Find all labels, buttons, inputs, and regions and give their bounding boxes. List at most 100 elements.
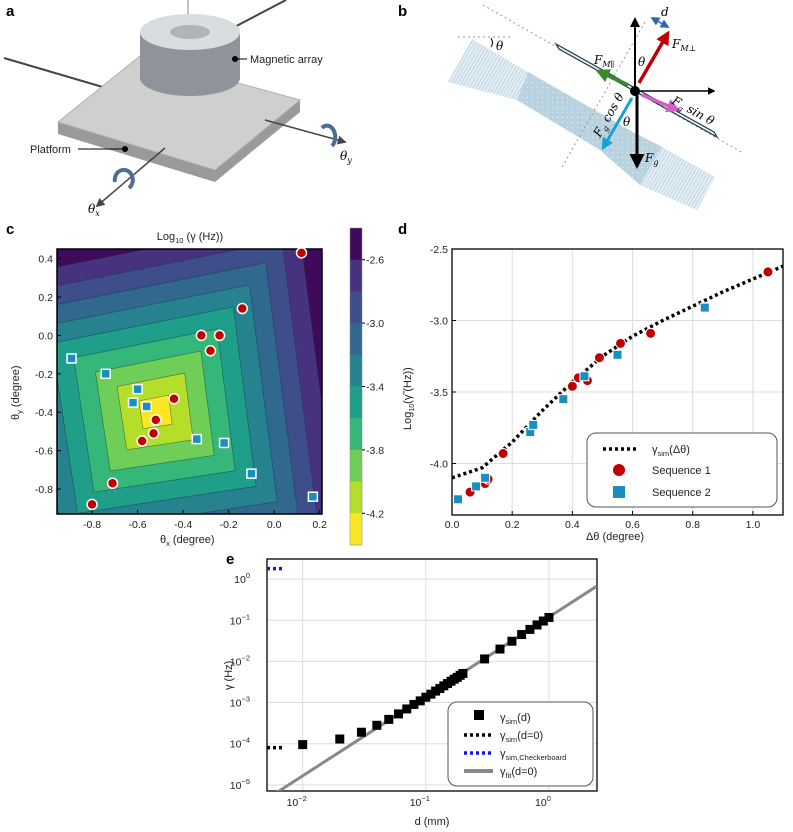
gamma-sim-point [421,692,431,702]
x-tick-label: -0.4 [174,519,192,531]
theta-y-rotation-icon [320,123,338,148]
magnetic-array-label: Magnetic array [250,54,323,66]
legend-label-gamma-fit: γfit(d=0) [500,766,537,780]
legend-label-gamma-fit-rest: (d=0) [511,766,537,778]
tick-base: 10 [230,615,242,627]
y-tick-label: -0.8 [35,484,53,496]
sequence1-point [204,345,217,357]
gamma-sim-point [402,704,412,714]
tick-base: 10 [287,797,299,809]
x-tick-label: 0.2 [312,519,327,531]
x-tick-label: 0.0 [445,519,460,531]
gamma-sim-point [356,727,366,737]
gamma-sim-point [538,616,548,626]
colorbar-band [350,228,362,261]
tick-exponent: −3 [241,695,250,704]
legend: γsim(d)γsim(d=0)γsim,Checkerboardγfit(d=… [447,701,594,787]
magnetic-array-center [170,25,210,39]
x-tick-label: -0.6 [129,519,147,531]
x-tick-label: -0.2 [220,519,238,531]
legend-label-gamma-checkerboard-sub: sim,Checkerboard [506,753,567,762]
y-tick-label: -3.5 [430,387,448,399]
surface-dotted-region [517,72,662,185]
y-tick-label: 10−1 [230,612,250,627]
sequence2-point [612,349,623,360]
tick-exponent: 0 [246,571,250,580]
y-tick-label: 0.0 [38,330,53,342]
y-tick-label: 10−4 [230,736,250,751]
y-axis-label-rest: (degree) [10,365,22,410]
y-axis-label: γ (Hz) [223,661,235,690]
x-axis-label: d (mm) [415,816,450,828]
sequence1-point [195,329,208,342]
magnetic-parallel-force-arrow [595,69,629,87]
plot-frame [266,558,598,792]
colorbar-tick-label: -3.8 [366,445,384,457]
title-post: (γ (Hz)) [183,231,223,243]
y-tick-label: -3.0 [430,316,448,328]
ylabel-pre: Log [402,412,414,430]
x-tick-label: 0.0 [267,519,282,531]
sequence1-point [147,427,160,440]
y-tick-label: 0.2 [38,292,53,304]
tick-exponent: −5 [241,777,250,786]
platform-label: Platform [30,144,71,156]
theta-x-rotation-icon [112,167,135,190]
tick-exponent: 0 [547,794,551,803]
magnetic-perp-force-arrow [637,30,670,84]
legend-label-gamma-sim-d-rest: (d) [517,712,530,724]
sequence2-point [558,394,569,405]
legend-label-gamma-sim-d0-main: γ [500,730,506,742]
d-label: d [661,5,669,19]
y-tick-label: -2.5 [430,244,448,256]
y-tick-label: 10−3 [230,695,250,710]
gamma-sim-point [517,630,527,640]
colorbar-tick-label: -4.2 [366,508,384,520]
panel-c-contour-plot: -0.8 -0.6 -0.4 -0.2 0.0 0.2 0.4 0.2 0.0 -0.2 -0.4 -… [10,227,384,548]
gamma-sim-point [394,709,404,719]
legend-label-gamma-fit-sub: fit [506,771,513,780]
x-tick-label: 0.8 [685,519,700,531]
y-axis-label-sub: y [15,410,24,414]
sequence1-point [593,352,605,364]
y-tick-label: 10−2 [230,653,250,668]
gamma-sim-point [372,720,382,730]
gamma-sim-point [415,696,425,706]
colorbar-band [350,418,362,451]
fg-cos-force-arrow [601,97,634,151]
sequence1-point [645,327,657,339]
theta-x-label: θx [88,202,100,218]
sequence2-point [699,302,710,313]
pivot-point [630,86,640,96]
tick-exponent: −1 [421,794,430,803]
sequence2-point [127,397,139,408]
panel-b-force-diagram: θ d FM⊥ FM∥ θ θ Fg sin θ Fg cos θ Fg [448,4,744,210]
x-axis-label: θx (degree) [160,534,215,548]
gamma-sim-point [335,734,345,744]
legend-label-gamma-checkerboard: γsim,Checkerboard [500,748,566,762]
y-axis-label-main: θ [10,414,22,420]
sequence2-point [246,468,257,479]
sequence1-point [106,477,119,490]
sequence1-point [295,247,308,259]
sequence2-point [528,419,539,430]
x-axis-label: Δθ (degree) [586,531,644,543]
theta-y-label: θy [340,149,352,165]
colorbar-band [350,513,362,546]
colorbar-band [350,291,362,324]
sequence2-point [141,401,152,412]
legend: γsim(Δθ) Sequence 1 Sequence 2 [586,432,778,508]
sequence1-point [150,414,162,426]
sequence1-point [566,380,578,392]
x-axis-label-sub: x [166,539,170,548]
title-sub: 10 [175,236,183,245]
legend-square-swatch [474,710,484,720]
legend-box [586,432,778,508]
panel-label-d: d [398,221,407,238]
y-tick-label: -0.4 [35,407,53,419]
gamma-sim-curve [452,264,783,480]
gamma-sim-point [384,714,394,724]
panel-label-b: b [398,3,407,20]
angle-arc [490,37,493,48]
